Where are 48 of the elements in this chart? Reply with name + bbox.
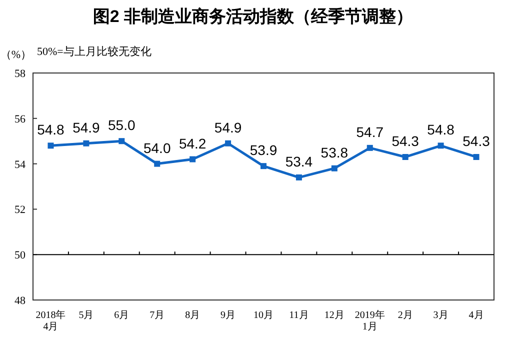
chart-title: 图2 非制造业商务活动指数（经季节调整） bbox=[92, 7, 414, 26]
x-tick-label: 3月 bbox=[433, 310, 448, 321]
point bbox=[190, 156, 196, 162]
x-tick-label: 5月 bbox=[78, 310, 94, 321]
x-tick-label: 8月 bbox=[185, 310, 200, 321]
x-tick-label: 2018年 4月 bbox=[36, 309, 66, 332]
data-label: 55.0 bbox=[108, 117, 136, 134]
data-label: 53.8 bbox=[320, 144, 348, 160]
x-tick-label: 4月 bbox=[468, 310, 484, 321]
y-tick-label: 48 bbox=[14, 295, 26, 307]
x-tick-label: 6月 bbox=[114, 310, 130, 321]
data-label: 54.8 bbox=[427, 122, 455, 138]
x-tick-label: 7月 bbox=[150, 310, 165, 321]
data-label: 53.4 bbox=[285, 153, 313, 170]
x-tick-label: 11月 bbox=[289, 310, 309, 321]
x-tick-label: 2019年 1月 bbox=[354, 309, 385, 332]
point bbox=[48, 142, 54, 149]
y-tick-label: 56 bbox=[14, 113, 26, 126]
data-label: 54.7 bbox=[356, 124, 384, 140]
point bbox=[83, 140, 90, 146]
point bbox=[260, 163, 266, 170]
data-label: 54.9 bbox=[72, 119, 100, 136]
point bbox=[438, 142, 444, 149]
y-tick-label: 54 bbox=[14, 158, 26, 171]
x-tick-label: 10月 bbox=[254, 310, 274, 321]
data-label: 53.9 bbox=[250, 142, 278, 158]
x-tick-label: 2月 bbox=[398, 310, 413, 321]
data-label: 54.2 bbox=[178, 135, 206, 152]
y-axis-title: （%） bbox=[0, 49, 32, 61]
y-tick-label: 58 bbox=[14, 68, 26, 80]
y-tick-label: 50 bbox=[14, 250, 26, 262]
data-label: 54.3 bbox=[462, 132, 490, 149]
point bbox=[402, 154, 408, 160]
data-label: 54.3 bbox=[392, 132, 420, 149]
point bbox=[331, 165, 338, 172]
y-tick-label: 52 bbox=[14, 204, 26, 216]
data-label: 54.9 bbox=[214, 119, 242, 136]
point bbox=[473, 154, 480, 160]
data-label: 54.8 bbox=[37, 122, 65, 138]
point bbox=[366, 144, 373, 151]
point bbox=[118, 138, 125, 144]
point bbox=[154, 160, 160, 167]
data-label: 54.0 bbox=[143, 140, 171, 156]
point bbox=[225, 140, 232, 146]
text: 50%=与上月比较无变化 bbox=[37, 45, 152, 58]
point bbox=[296, 174, 302, 180]
x-tick-label: 12月 bbox=[324, 310, 344, 321]
x-tick-label: 9月 bbox=[220, 310, 236, 321]
